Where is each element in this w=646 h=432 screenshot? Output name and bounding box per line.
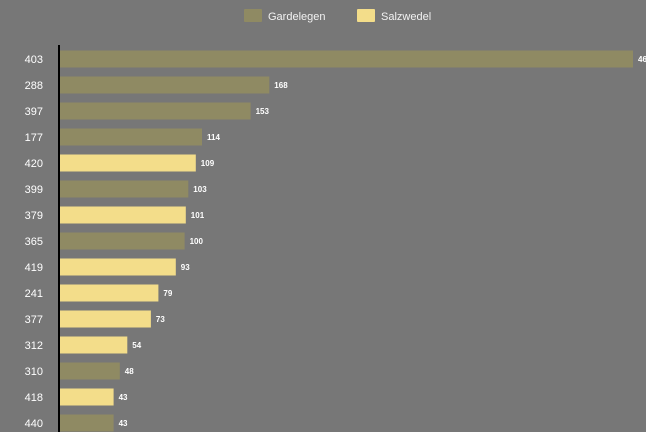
y-tick-label-397: 397 — [25, 106, 43, 118]
y-tick-label-377: 377 — [25, 314, 43, 326]
value-label-241: 79 — [163, 289, 172, 298]
bar-397 — [60, 102, 251, 120]
legend-swatch-salzwedel — [357, 9, 375, 22]
y-tick-label-419: 419 — [25, 262, 43, 274]
bar-440 — [60, 414, 114, 432]
bar-419 — [60, 258, 176, 276]
y-tick-label-177: 177 — [25, 132, 43, 144]
y-tick-label-312: 312 — [25, 340, 43, 352]
bar-418 — [60, 388, 114, 406]
y-tick-label-420: 420 — [25, 158, 43, 170]
bar-420 — [60, 154, 196, 172]
y-tick-label-440: 440 — [25, 418, 43, 430]
value-label-397: 153 — [256, 107, 270, 116]
value-label-419: 93 — [181, 263, 190, 272]
legend: Gardelegen Salzwedel — [244, 9, 431, 23]
y-tick-label-241: 241 — [25, 288, 43, 300]
bar-403 — [60, 50, 633, 68]
bar-177 — [60, 128, 202, 146]
value-label-440: 43 — [119, 419, 128, 428]
y-tick-label-399: 399 — [25, 184, 43, 196]
y-tick-label-403: 403 — [25, 54, 43, 66]
value-label-399: 103 — [193, 185, 207, 194]
legend-label-gardelegen: Gardelegen — [268, 11, 326, 23]
bar-377 — [60, 310, 151, 328]
value-label-365: 100 — [190, 237, 204, 246]
value-label-420: 109 — [201, 159, 215, 168]
value-label-377: 73 — [156, 315, 165, 324]
bar-310 — [60, 362, 120, 380]
bar-399 — [60, 180, 189, 198]
y-tick-label-288: 288 — [25, 80, 43, 92]
value-label-177: 114 — [207, 133, 220, 142]
y-tick-label-379: 379 — [25, 210, 43, 222]
bar-312 — [60, 336, 128, 354]
value-label-310: 48 — [125, 367, 134, 376]
y-tick-label-418: 418 — [25, 392, 43, 404]
bar-379 — [60, 206, 186, 224]
value-label-418: 43 — [119, 393, 128, 402]
value-label-288: 168 — [274, 81, 288, 90]
bar-365 — [60, 232, 185, 250]
value-label-379: 101 — [191, 211, 205, 220]
bar-288 — [60, 76, 270, 94]
y-tick-label-365: 365 — [25, 236, 43, 248]
legend-label-salzwedel: Salzwedel — [381, 11, 431, 23]
value-label-403: 460 — [638, 55, 646, 64]
value-label-312: 54 — [132, 341, 141, 350]
bars-layer — [60, 50, 633, 432]
legend-swatch-gardelegen — [244, 9, 262, 22]
labels-layer: 403 460 288 168 397 153 177 114 420 109 399 103 379 1… — [25, 54, 646, 430]
bar-241 — [60, 284, 159, 302]
y-tick-label-310: 310 — [25, 366, 43, 378]
